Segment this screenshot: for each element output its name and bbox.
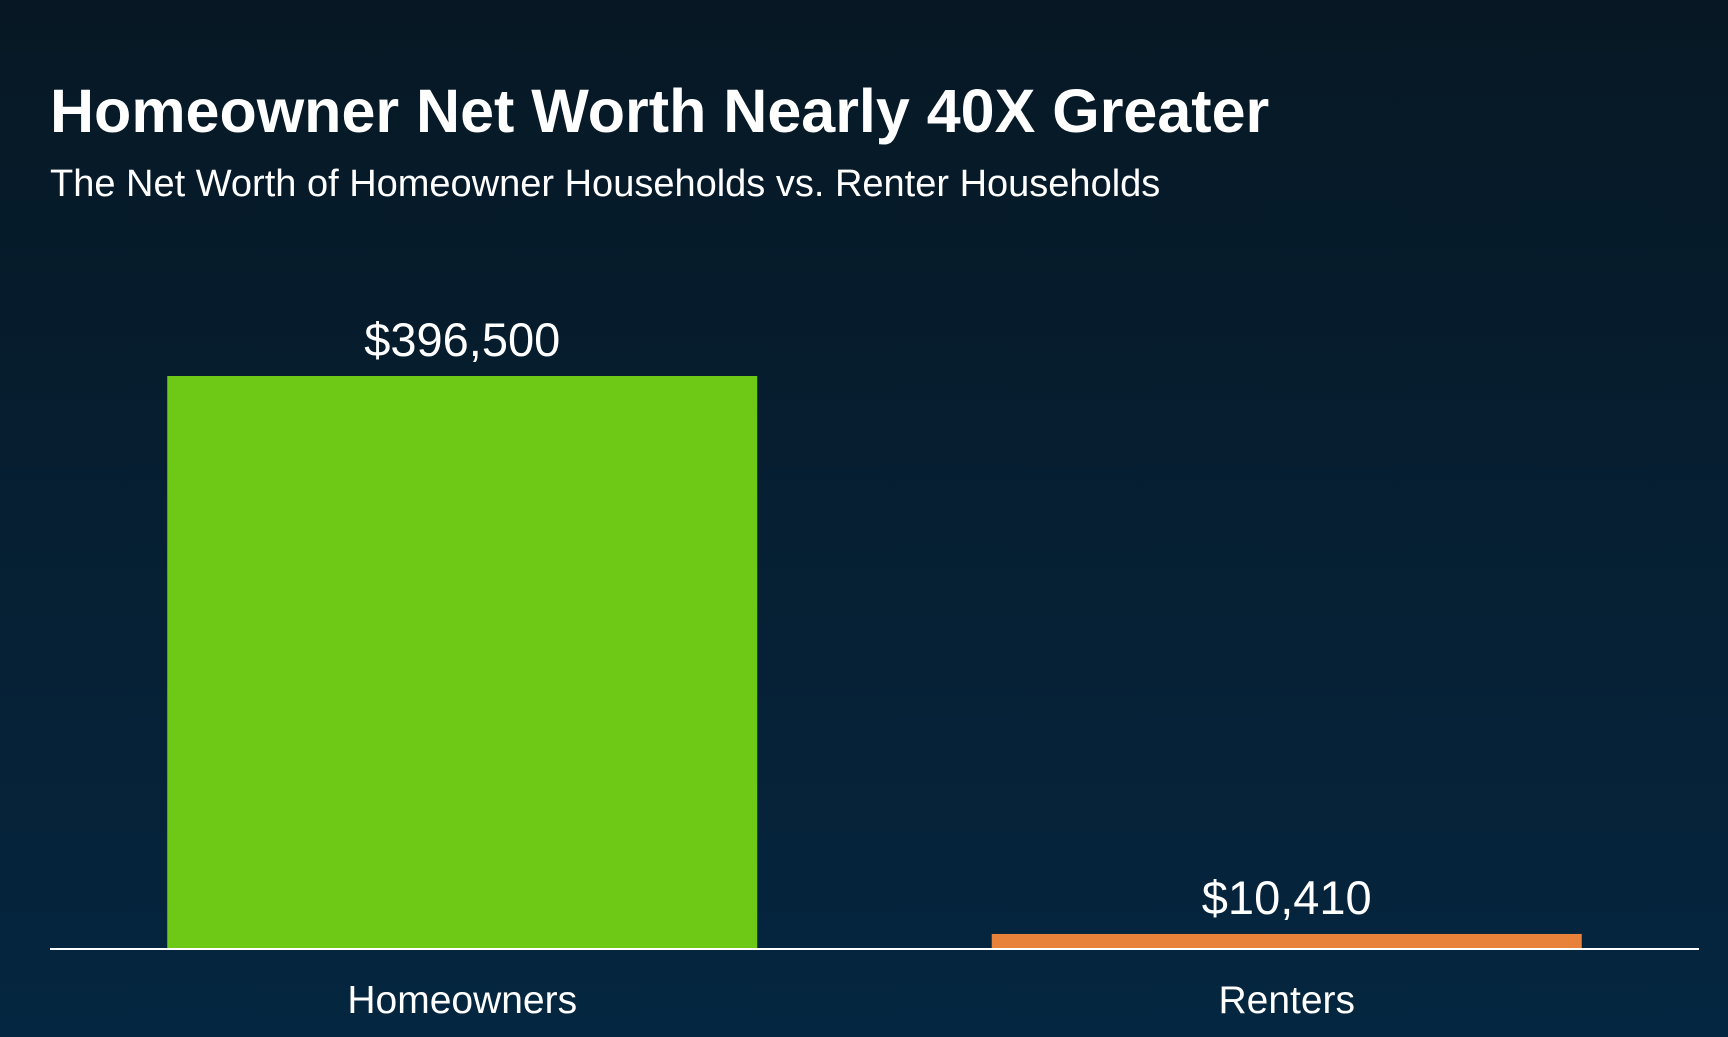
chart-title: Homeowner Net Worth Nearly 40X Greater bbox=[50, 77, 1269, 145]
chart-subtitle: The Net Worth of Homeowner Households vs… bbox=[50, 163, 1160, 205]
value-label: $396,500 bbox=[364, 313, 560, 366]
bar bbox=[991, 933, 1582, 949]
bar bbox=[167, 376, 758, 949]
x-tick-label: Homeowners bbox=[347, 979, 577, 1022]
value-label: $10,410 bbox=[1202, 871, 1372, 924]
x-tick-label: Renters bbox=[1218, 979, 1355, 1022]
